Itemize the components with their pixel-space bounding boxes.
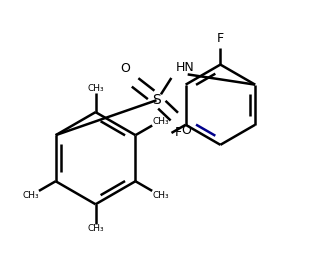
Text: CH₃: CH₃ [152, 117, 169, 125]
Text: F: F [175, 126, 182, 139]
Text: CH₃: CH₃ [22, 191, 39, 200]
Text: CH₃: CH₃ [152, 191, 169, 200]
Text: O: O [120, 62, 130, 75]
Text: CH₃: CH₃ [87, 224, 104, 233]
Text: HN: HN [176, 60, 195, 73]
Text: CH₃: CH₃ [87, 84, 104, 93]
Text: F: F [217, 32, 224, 45]
Text: O: O [182, 124, 192, 137]
Text: S: S [152, 93, 161, 107]
